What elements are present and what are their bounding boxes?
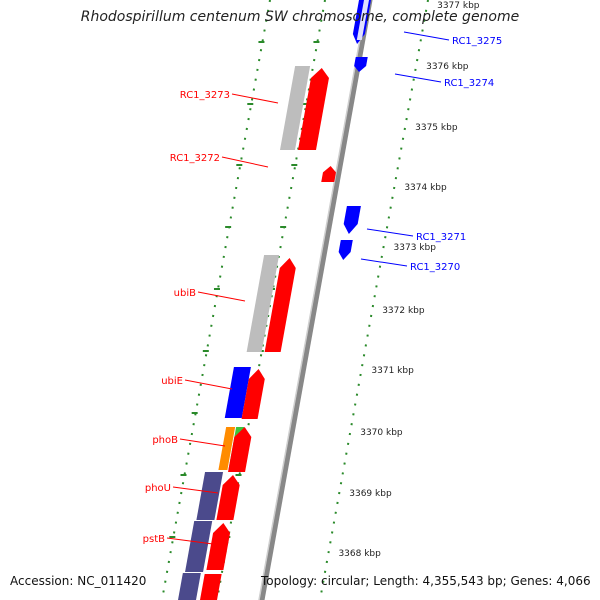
- scale-tick-label: 3371 kbp: [371, 366, 414, 376]
- blue-gene-arrow-RC1_3271: [343, 206, 361, 234]
- gene-label-RC1_3271: RC1_3271: [416, 232, 466, 243]
- red-gene-arrow-ubiB: [264, 258, 296, 352]
- scale-tick-label: 3377 kbp: [437, 1, 480, 11]
- chromosome-backbone: [259, 0, 373, 600]
- gene-label-leader: [172, 486, 219, 494]
- map-title: Rhodospirillum centenum SW chromosome, c…: [80, 9, 520, 25]
- scale-tick-label: 3375 kbp: [415, 123, 458, 133]
- accession-label: Accession: NC_011420: [10, 574, 147, 588]
- scale-tick-label: 3373 kbp: [394, 243, 437, 253]
- scale-tick-label: 3374 kbp: [404, 183, 447, 193]
- gene-label-pstB: pstB: [143, 534, 165, 545]
- chromosome-backbone-highlight: [258, 0, 368, 600]
- red-gene-arrow-ubiE: [241, 369, 265, 419]
- gene-label-leader: [394, 73, 442, 83]
- gene-label-RC1_3273: RC1_3273: [180, 90, 230, 101]
- gene-label-leader: [231, 93, 279, 104]
- scale-tick-label: 3369 kbp: [349, 489, 392, 499]
- gene-label-leader: [166, 537, 214, 545]
- blue-gene-highlight: [356, 0, 369, 40]
- gene-label-leader: [366, 228, 414, 237]
- gene-label-leader: [197, 291, 246, 302]
- gene-label-leader: [221, 156, 269, 168]
- gray-feature-block: [246, 255, 280, 352]
- gene-label-RC1_3275: RC1_3275: [452, 36, 502, 47]
- gene-label-RC1_3270: RC1_3270: [410, 262, 460, 273]
- gene-label-phoU: phoU: [145, 483, 171, 494]
- orange-feature-block: [218, 427, 236, 470]
- red-gene-block: [200, 574, 222, 600]
- gene-label-leader: [184, 379, 233, 390]
- purple-feature-block: [178, 573, 201, 600]
- red-gene-arrow-RC1_3273: [298, 68, 329, 150]
- inner-ruler-dots-2: [161, 0, 271, 600]
- gray-feature-block: [280, 66, 311, 150]
- scale-tick-label: 3376 kbp: [426, 62, 469, 72]
- scale-tick-label: 3370 kbp: [360, 428, 403, 438]
- topology-label: Topology: circular; Length: 4,355,543 bp…: [261, 574, 591, 588]
- purple-feature-block: [185, 521, 213, 572]
- gene-label-leader: [403, 31, 450, 41]
- gene-label-phoB: phoB: [152, 435, 178, 446]
- scale-tick-label: 3372 kbp: [382, 306, 425, 316]
- outer-ruler-dots: [319, 0, 429, 600]
- red-gene-arrow-phoB: [228, 427, 252, 472]
- gene-label-ubiE: ubiE: [161, 376, 183, 387]
- gene-label-leader: [179, 438, 226, 447]
- gene-label-RC1_3272: RC1_3272: [170, 153, 220, 164]
- blue-gene-arrow-RC1_3274: [354, 57, 368, 72]
- blue-feature-block: [224, 367, 251, 418]
- red-gene-arrow-phoU: [216, 475, 240, 520]
- gene-label-ubiB: ubiB: [174, 288, 196, 299]
- scale-tick-label: 3368 kbp: [338, 549, 381, 559]
- blue-gene-arrow-RC1_3270: [338, 240, 353, 260]
- red-gene-arrow-pstB: [206, 523, 231, 570]
- purple-feature-block: [196, 472, 224, 520]
- gene-label-RC1_3274: RC1_3274: [444, 78, 494, 89]
- red-gene-arrow-RC1_3272: [321, 166, 336, 182]
- gene-label-leader: [360, 258, 408, 267]
